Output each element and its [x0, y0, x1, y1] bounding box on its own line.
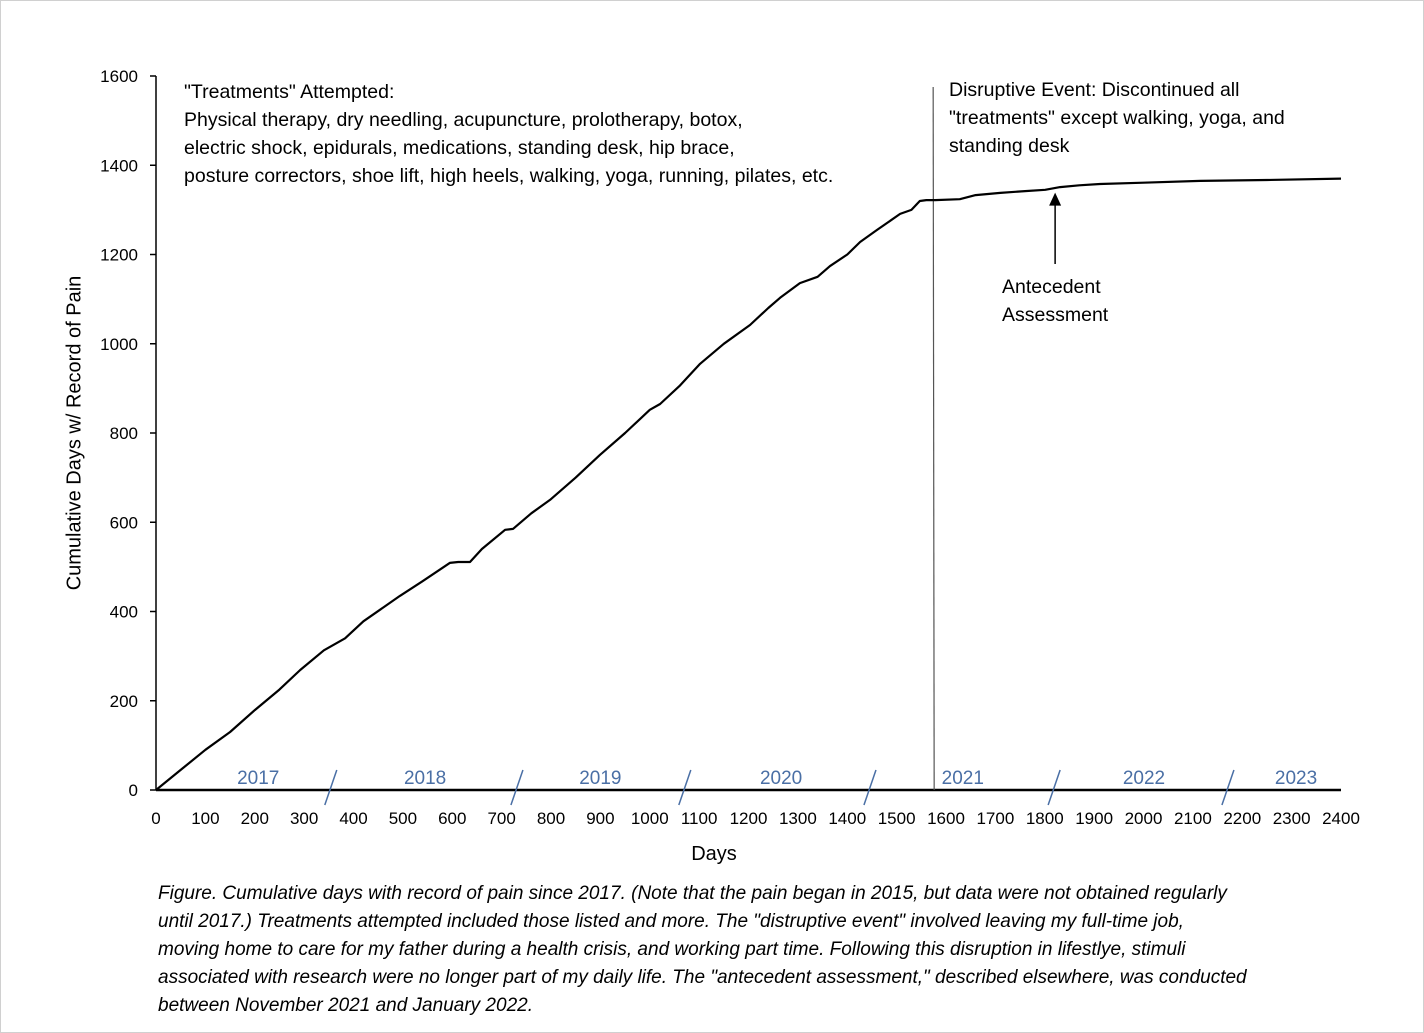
- y-tick-label: 1600: [100, 67, 138, 86]
- x-tick-label: 1400: [828, 809, 866, 828]
- x-tick-label: 900: [586, 809, 614, 828]
- x-tick-label: 1600: [927, 809, 965, 828]
- year-divider: [1047, 769, 1061, 806]
- x-tick-label: 1200: [730, 809, 768, 828]
- x-tick-label: 1700: [976, 809, 1014, 828]
- x-tick-label: 2000: [1125, 809, 1163, 828]
- year-label: 2021: [942, 768, 984, 789]
- x-tick-label: 2300: [1273, 809, 1311, 828]
- disruptive-event-annotation: Disruptive Event: Discontinued all "trea…: [949, 79, 1285, 157]
- caption-line: between November 2021 and January 2022.: [158, 995, 533, 1016]
- x-axis-label: Days: [691, 843, 737, 865]
- x-tick-label: 0: [151, 809, 160, 828]
- x-tick-label: 800: [537, 809, 565, 828]
- x-tick-label: 400: [339, 809, 367, 828]
- caption-line: until 2017.) Treatments attempted includ…: [158, 911, 1184, 932]
- y-tick-label: 1000: [100, 335, 138, 354]
- y-tick-label: 800: [110, 424, 138, 443]
- x-tick-label: 1800: [1026, 809, 1064, 828]
- caption-line: associated with research were no longer …: [158, 967, 1247, 988]
- y-axis-label: Cumulative Days w/ Record of Pain: [63, 275, 86, 591]
- cumulative-pain-line: [155, 177, 1342, 791]
- year-divider: [1221, 769, 1235, 806]
- y-tick-label: 600: [110, 513, 138, 532]
- year-label: 2018: [404, 768, 446, 789]
- x-tick-label: 1000: [631, 809, 669, 828]
- year-label: 2020: [760, 768, 802, 789]
- x-tick-label: 2200: [1223, 809, 1261, 828]
- x-tick-label: 700: [487, 809, 515, 828]
- x-tick-label: 1500: [878, 809, 916, 828]
- y-tick-label: 400: [110, 603, 138, 622]
- treatments-annotation: "Treatments" Attempted: Physical therapy…: [184, 81, 834, 187]
- figure-caption: Figure. Cumulative days with record of p…: [158, 880, 1378, 1020]
- x-tick-label: 2100: [1174, 809, 1212, 828]
- y-tick-label: 1400: [100, 156, 138, 175]
- year-divider: [678, 769, 692, 806]
- year-divider: [324, 769, 338, 806]
- year-label: 2019: [579, 768, 621, 789]
- caption-line: Figure. Cumulative days with record of p…: [158, 883, 1227, 904]
- disruptive-event-line: [932, 86, 935, 791]
- x-tick-label: 300: [290, 809, 318, 828]
- x-tick-label: 200: [241, 809, 269, 828]
- y-tick-label: 0: [129, 781, 138, 800]
- x-tick-label: 1300: [779, 809, 817, 828]
- x-tick-label: 1100: [681, 809, 718, 828]
- antecedent-assessment-annotation: Antecedent Assessment: [1002, 276, 1109, 326]
- year-divider: [863, 769, 877, 806]
- year-label: 2023: [1275, 768, 1317, 789]
- y-tick-label: 200: [110, 692, 138, 711]
- x-tick-label: 2400: [1322, 809, 1360, 828]
- year-label: 2022: [1123, 768, 1165, 789]
- y-tick-label: 1200: [100, 246, 138, 265]
- x-tick-label: 500: [389, 809, 417, 828]
- year-label: 2017: [237, 768, 279, 789]
- year-divider: [510, 769, 524, 806]
- x-tick-label: 1900: [1075, 809, 1113, 828]
- x-tick-label: 100: [191, 809, 219, 828]
- antecedent-arrow-head: [1049, 192, 1062, 206]
- caption-line: moving home to care for my father during…: [158, 939, 1186, 960]
- x-tick-label: 600: [438, 809, 466, 828]
